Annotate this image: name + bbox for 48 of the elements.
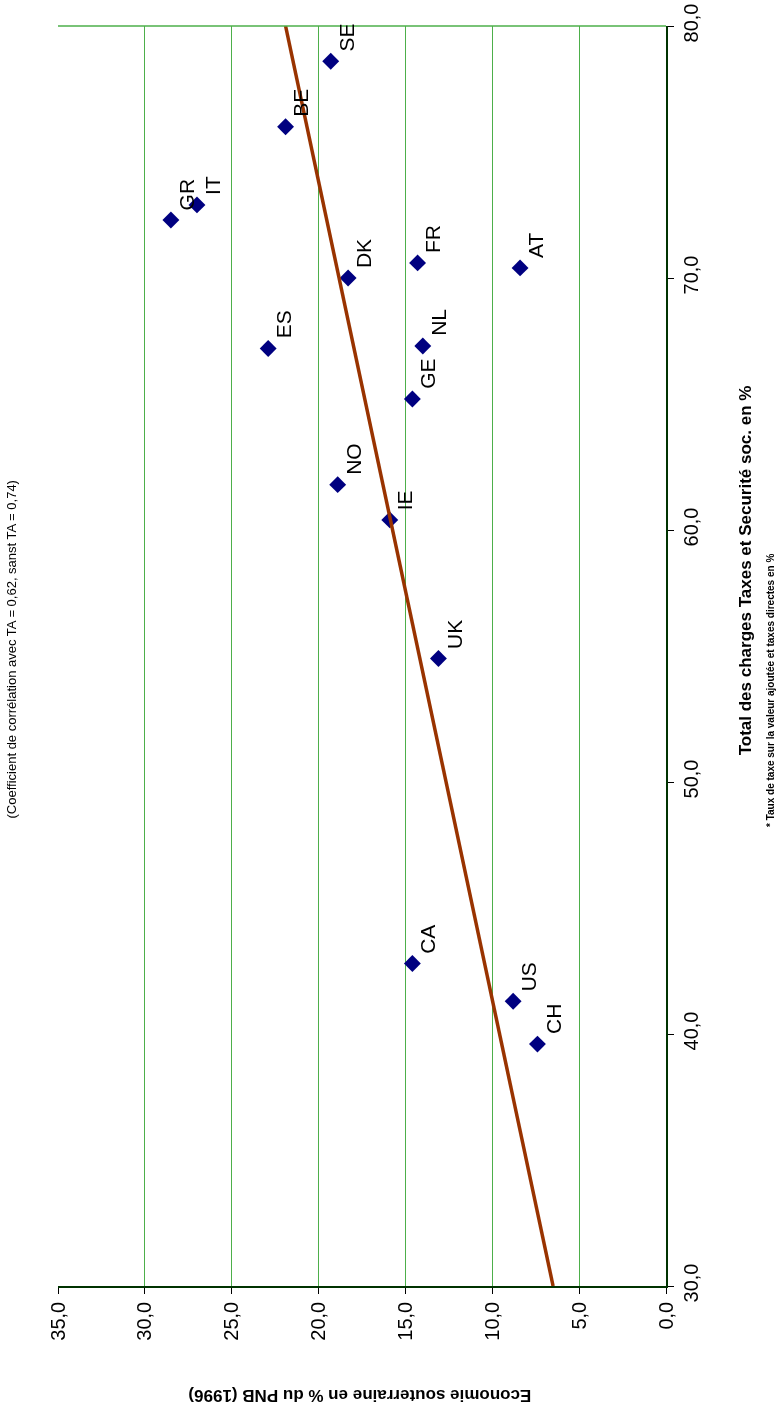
y-tick-label: 50,0 <box>679 759 702 799</box>
point <box>339 269 357 287</box>
point <box>403 954 421 972</box>
point <box>162 211 180 229</box>
point <box>277 118 295 136</box>
annotation: IT <box>201 176 225 195</box>
point <box>403 390 421 408</box>
point <box>511 259 529 277</box>
annotation: GE <box>415 358 439 389</box>
annotation: US <box>516 962 540 992</box>
annotation: DK <box>352 238 376 269</box>
annotation: FR <box>421 224 445 253</box>
point <box>504 992 522 1010</box>
y-tick-label: 70,0 <box>679 255 702 295</box>
y-axis-title: Total des charges Taxes et Securité soc. en % <box>735 385 755 756</box>
text: * Taux de taxe sur la valeur ajoutée et taxes directes en % <box>764 553 776 827</box>
annotation: BE <box>289 88 313 117</box>
x-tick-label: 20,0 <box>307 1301 330 1341</box>
x-tick-label: 15,0 <box>393 1301 416 1341</box>
x-tick-label: 5,0 <box>567 1301 590 1330</box>
x-tick-label: 30,0 <box>133 1301 156 1341</box>
annotation: CH <box>541 1003 565 1035</box>
point <box>329 476 347 494</box>
point <box>414 337 432 355</box>
annotation: NO <box>341 443 365 475</box>
y-tick-label: 60,0 <box>679 507 702 547</box>
annotation: SE <box>334 23 358 52</box>
point <box>529 1035 546 1053</box>
annotation: NL <box>426 308 450 336</box>
y-tick-label: 40,0 <box>679 1011 702 1051</box>
text: (Coefficient de corrélation avec TA = 0,62, sanst TA = 0,74) <box>4 480 20 819</box>
x-axis-title: Economie souterraine en % du PNB (1996) <box>188 1385 532 1405</box>
y-tick-label: 30,0 <box>679 1263 702 1303</box>
annotation: UK <box>442 619 466 649</box>
point <box>429 650 447 667</box>
x-tick-label: 25,0 <box>220 1301 243 1341</box>
y-tick-label: 80,0 <box>679 3 702 43</box>
point <box>409 254 427 272</box>
x-tick-label: 10,0 <box>480 1301 503 1341</box>
annotation: IE <box>393 490 417 511</box>
annotation: GR <box>175 178 199 211</box>
point <box>259 340 277 358</box>
annotation: ES <box>272 310 296 339</box>
point <box>322 52 340 70</box>
x-tick-label: 35,0 <box>46 1301 69 1341</box>
annotation: CA <box>415 924 439 954</box>
annotation: AT <box>524 232 548 258</box>
x-tick-label: 0,0 <box>654 1301 677 1330</box>
